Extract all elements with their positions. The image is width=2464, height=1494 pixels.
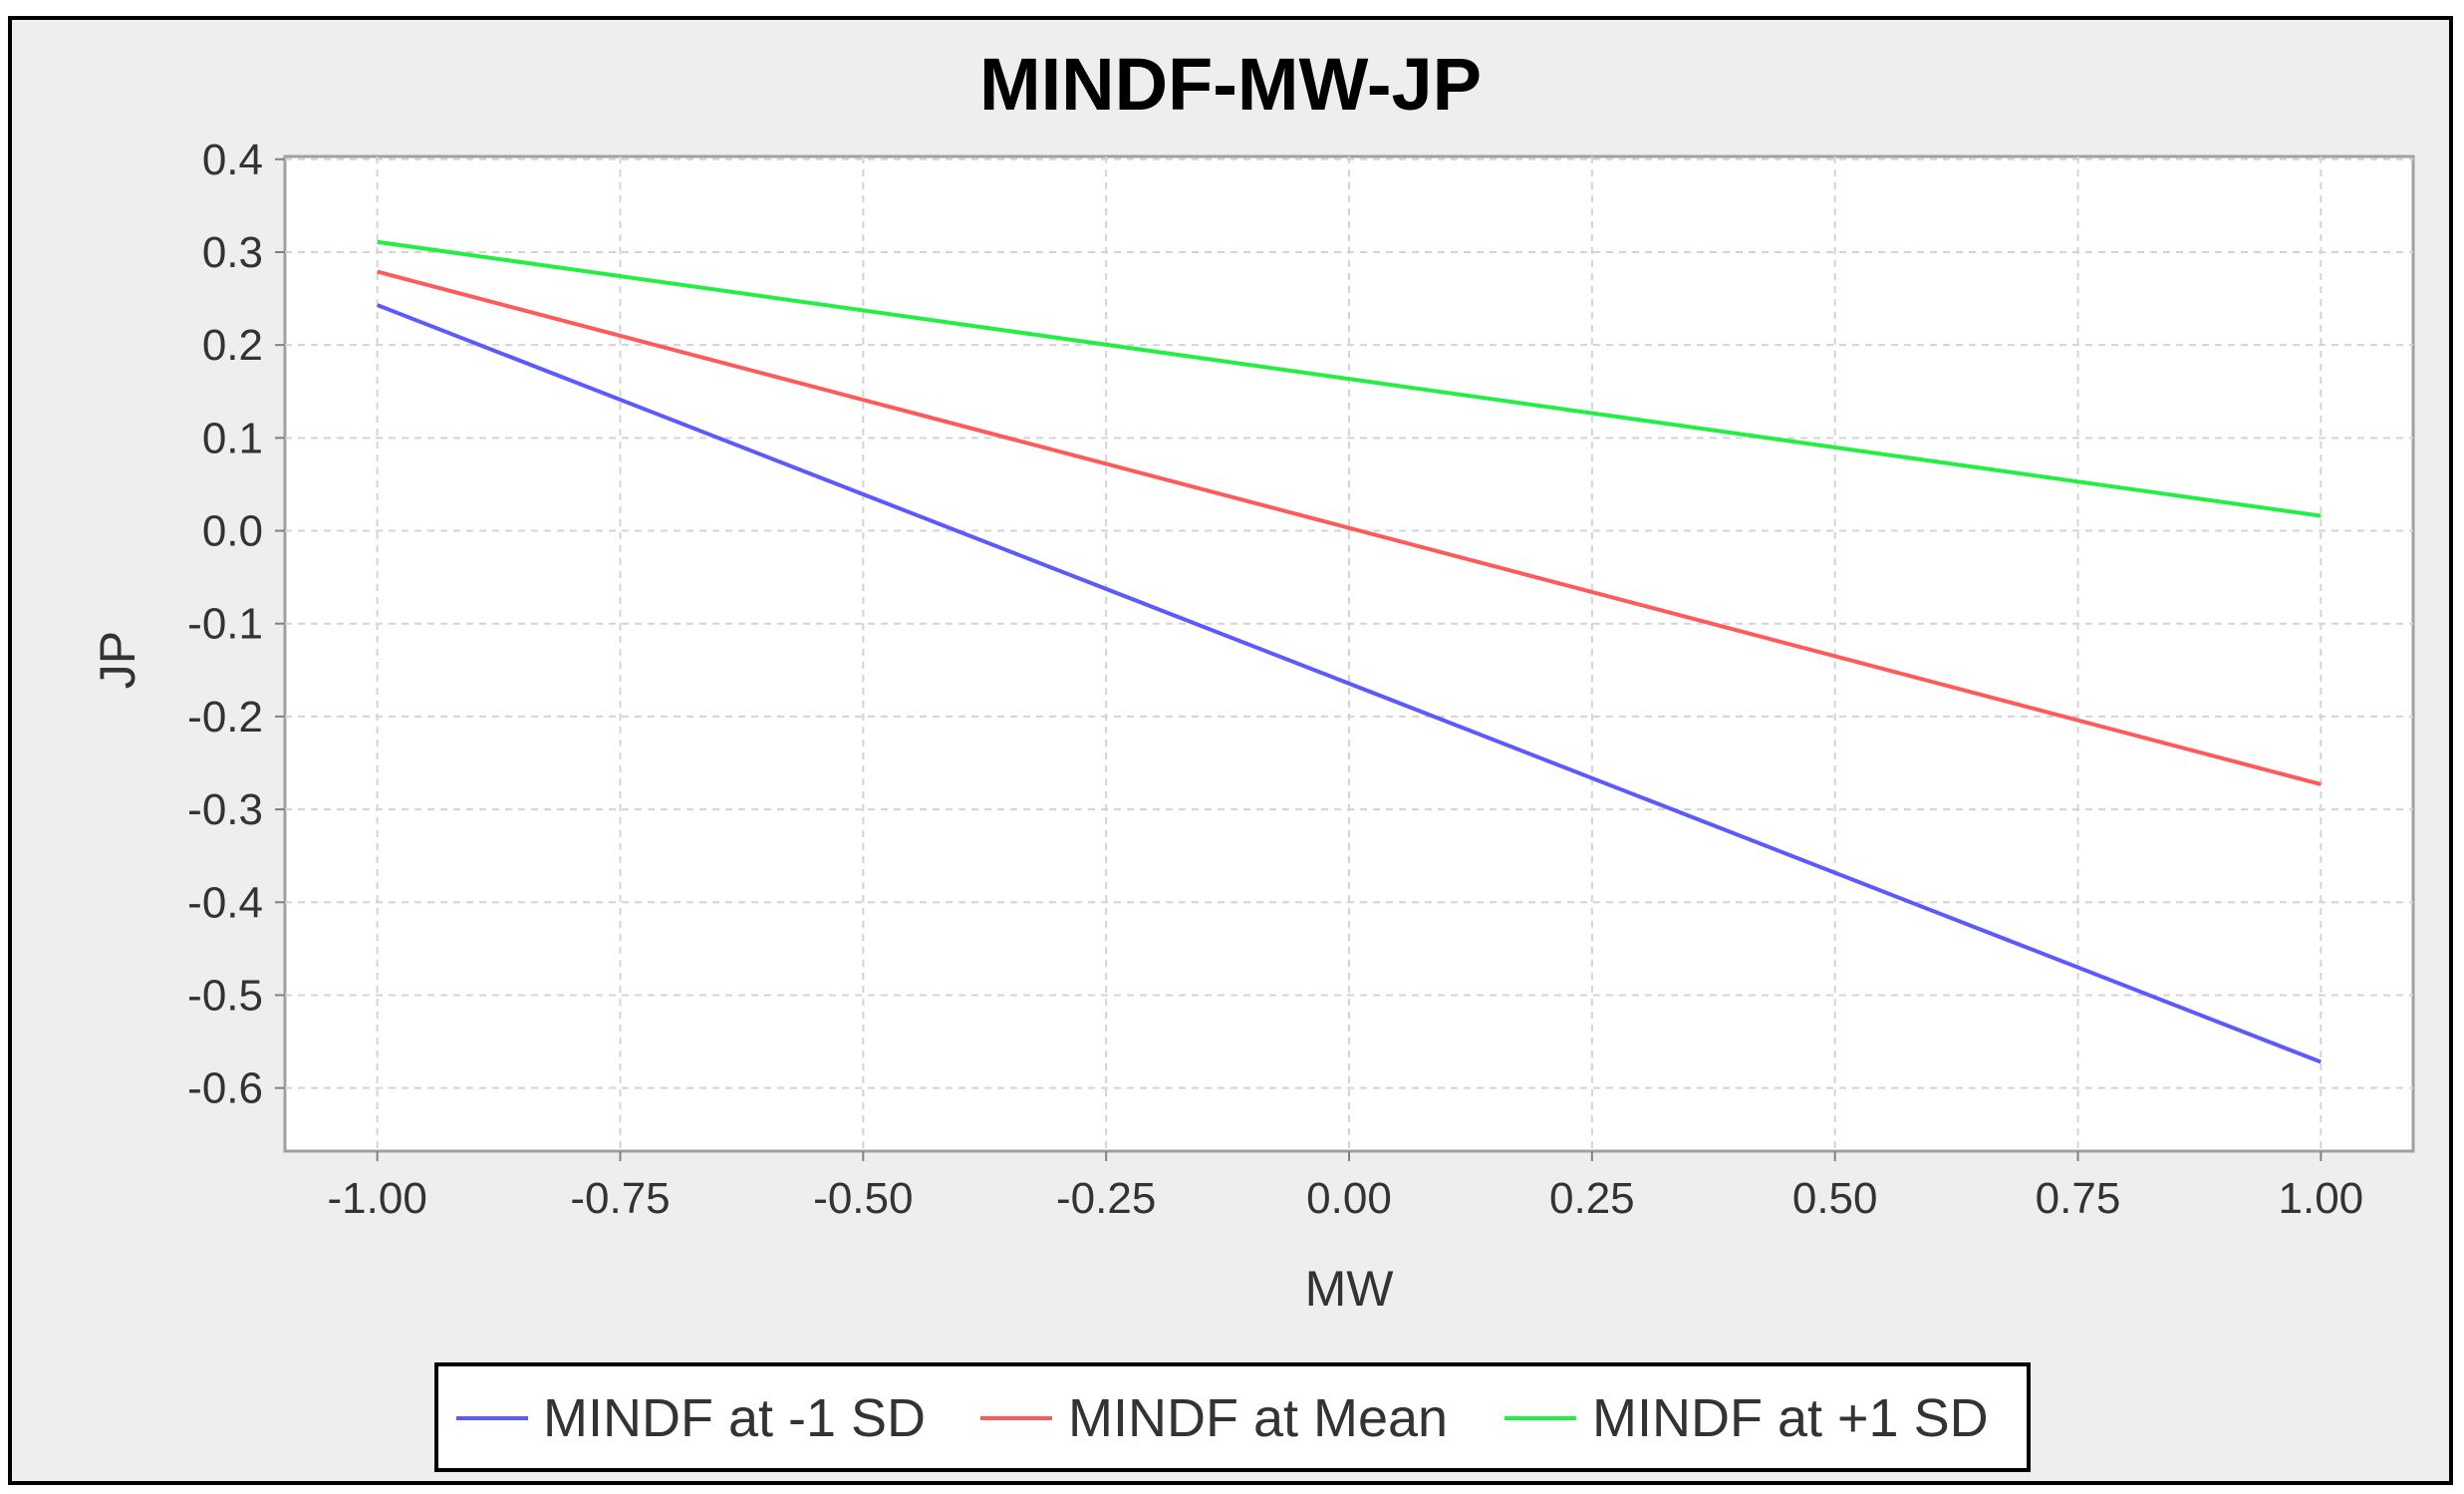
- legend-box: [434, 1362, 2031, 1472]
- y-tick-label: -0.1: [187, 600, 263, 649]
- chart-title: MINDF-MW-JP: [979, 43, 1482, 126]
- x-tick-label: -0.25: [1056, 1174, 1156, 1223]
- x-axis: -1.00 -0.75 -0.50 -0.25 0.00 0.25 0.50 0.75 1.00: [328, 1151, 2364, 1223]
- y-axis: 0.4 0.3 0.2 0.1 0.0 -0.1 -0.2 -0.3 -0.4 -0.5 -0.6: [187, 136, 285, 1113]
- y-tick-label: -0.6: [187, 1064, 263, 1113]
- x-tick-label: -0.75: [570, 1174, 670, 1223]
- x-tick-label: -1.00: [328, 1174, 427, 1223]
- y-axis-label: JP: [90, 631, 145, 689]
- legend-label: MINDF at -1 SD: [543, 1388, 926, 1448]
- y-tick-label: 0.2: [202, 321, 263, 370]
- y-tick-label: -0.3: [187, 785, 263, 834]
- grid: [285, 156, 2413, 1151]
- x-tick-label: 0.75: [2036, 1174, 2121, 1223]
- legend-label: MINDF at +1 SD: [1592, 1388, 1989, 1448]
- legend-item: MINDF at +1 SD: [1505, 1388, 1989, 1448]
- x-tick-label: 0.25: [1549, 1174, 1635, 1223]
- legend-label: MINDF at Mean: [1068, 1388, 1448, 1448]
- x-tick-label: -0.50: [813, 1174, 913, 1223]
- y-tick-label: -0.2: [187, 693, 263, 742]
- legend-item: MINDF at Mean: [980, 1388, 1448, 1448]
- y-tick-label: -0.5: [187, 971, 263, 1020]
- y-tick-label: 0.3: [202, 228, 263, 277]
- x-axis-label: MW: [1305, 1261, 1395, 1317]
- y-tick-label: 0.1: [202, 414, 263, 462]
- x-tick-label: 0.50: [1792, 1174, 1878, 1223]
- x-tick-label: 0.00: [1306, 1174, 1392, 1223]
- series-line: [377, 269, 2322, 786]
- legend-item: MINDF at -1 SD: [456, 1388, 926, 1448]
- x-tick-label: 1.00: [2279, 1174, 2364, 1223]
- y-tick-label: 0.4: [202, 136, 263, 184]
- series-lines: [376, 239, 2323, 1064]
- series-line: [376, 303, 2323, 1064]
- y-tick-label: -0.4: [187, 878, 263, 927]
- series-line: [377, 239, 2322, 518]
- y-tick-label: 0.0: [202, 507, 263, 556]
